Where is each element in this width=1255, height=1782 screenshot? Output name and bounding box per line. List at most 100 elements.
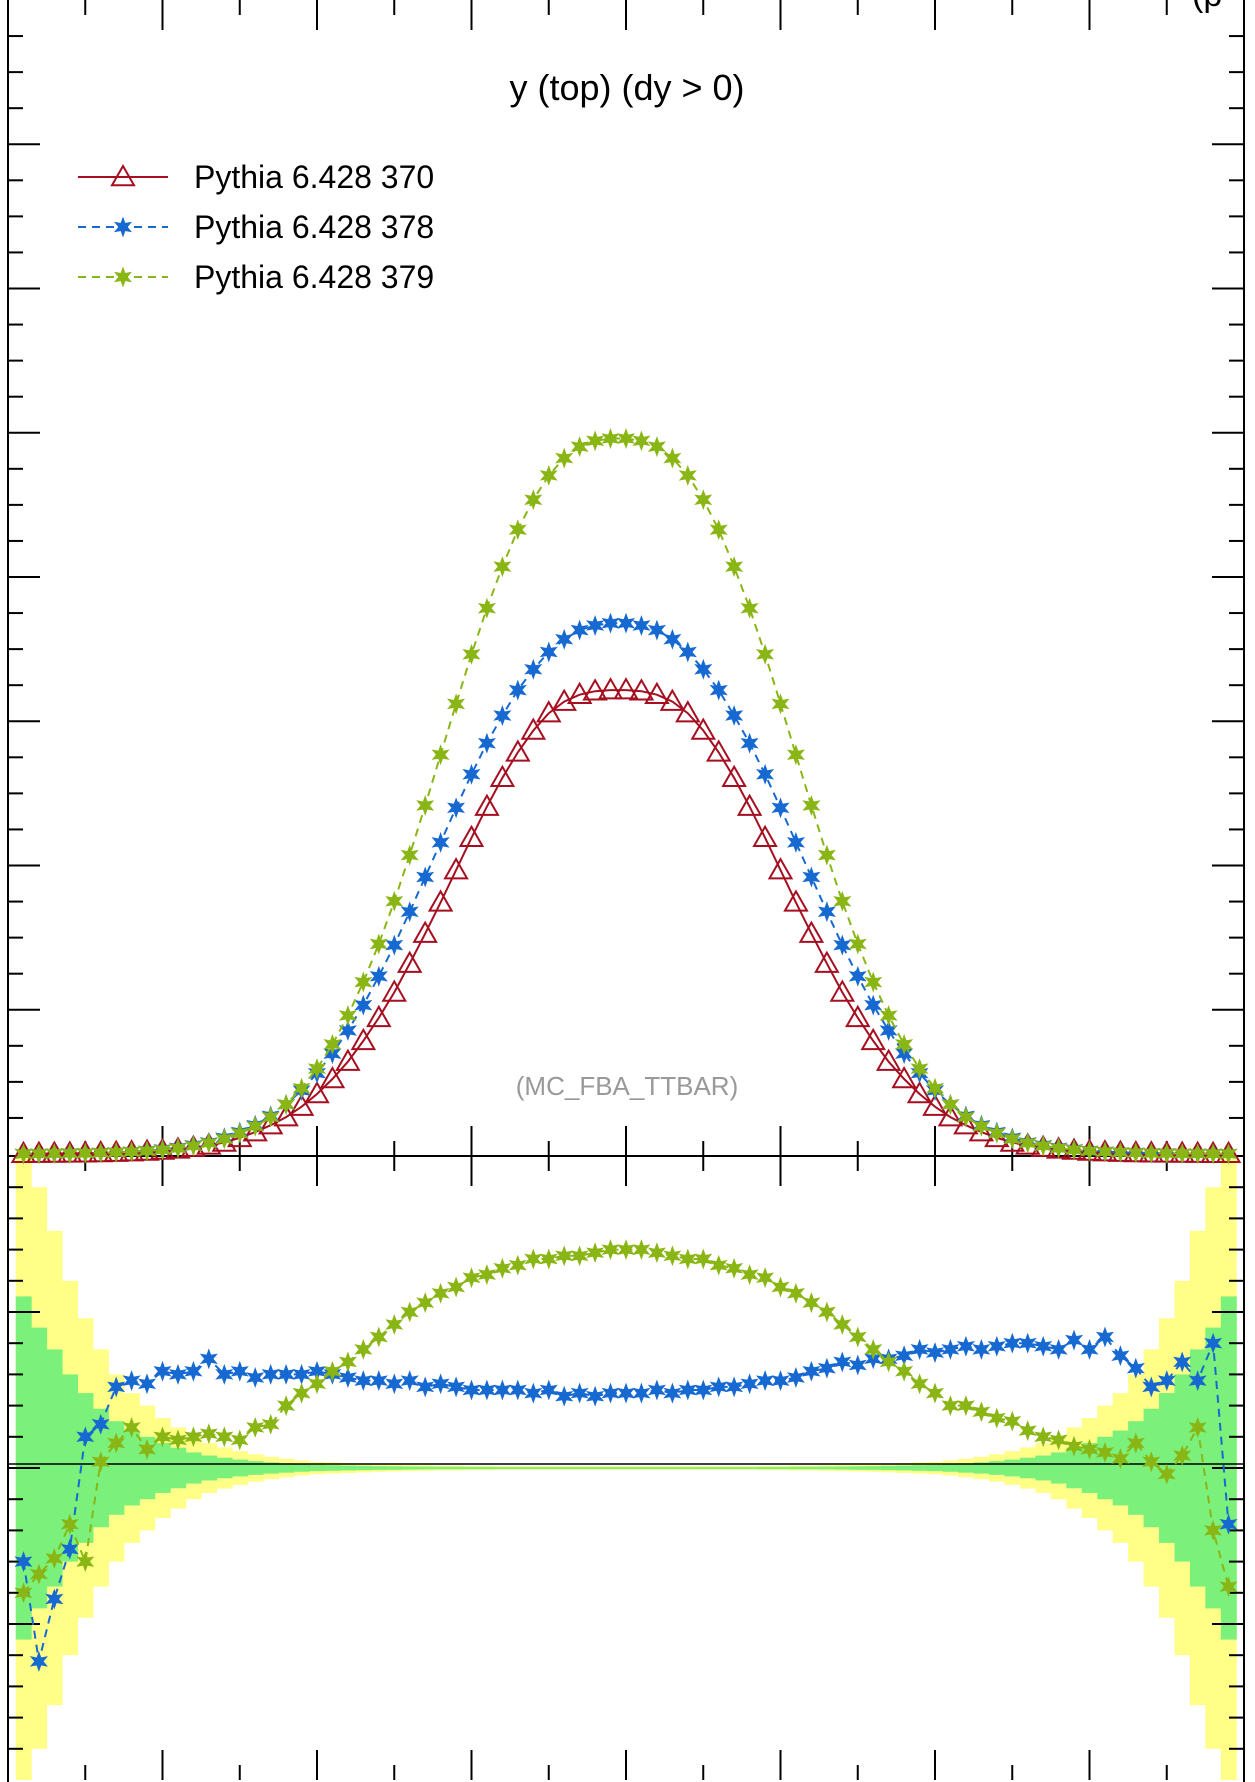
- ratio-data-point: [246, 1416, 265, 1438]
- ratio-data-point: [122, 1416, 141, 1438]
- uncertainty-band-inner: [1035, 1455, 1052, 1481]
- uncertainty-band-inner: [432, 1466, 449, 1470]
- ratio-data-point: [45, 1588, 64, 1610]
- ratio-data-point: [987, 1407, 1006, 1429]
- ratio-data-point: [138, 1373, 157, 1395]
- ratio-data-point: [1142, 1376, 1161, 1398]
- ratio-data-point: [1173, 1351, 1192, 1373]
- analysis-id-label: (MC_FBA_TTBAR): [516, 1071, 738, 1101]
- ratio-data-point: [1188, 1416, 1207, 1438]
- ratio-data-point: [431, 1373, 450, 1395]
- main-data-point: [937, 1104, 964, 1127]
- main-data-point: [477, 732, 496, 754]
- ratio-data-point: [956, 1335, 975, 1357]
- main-data-point: [582, 678, 608, 701]
- main-data-point: [678, 641, 697, 663]
- ratio-data-point: [1188, 1370, 1207, 1392]
- main-data-point: [910, 1058, 929, 1080]
- main-data-point: [1080, 1140, 1099, 1162]
- ratio-data-point: [647, 1379, 666, 1401]
- uncertainty-band-inner: [123, 1430, 140, 1506]
- ratio-data-point: [756, 1370, 775, 1392]
- main-data-point: [678, 464, 697, 486]
- ratio-data-point: [1018, 1420, 1037, 1442]
- main-data-point: [848, 965, 867, 987]
- ratio-data-point: [107, 1376, 126, 1398]
- main-data-point: [400, 901, 419, 923]
- main-data-point: [381, 979, 407, 1002]
- ratio-data-point: [91, 1451, 110, 1473]
- ratio-data-point: [385, 1373, 404, 1395]
- main-data-point: [895, 1033, 914, 1055]
- main-data-point: [632, 615, 651, 636]
- main-data-point: [663, 447, 682, 469]
- uncertainty-band-inner: [695, 1467, 712, 1469]
- ratio-data-point: [725, 1257, 744, 1279]
- legend-swatch-marker: [113, 266, 133, 288]
- ratio-data-point: [740, 1264, 759, 1286]
- main-data-point: [447, 693, 466, 715]
- main-data-point: [138, 1140, 157, 1162]
- main-data-point: [307, 1058, 327, 1080]
- main-data-point: [875, 1048, 902, 1071]
- ratio-data-point: [663, 1382, 682, 1404]
- main-data-point: [798, 920, 825, 943]
- main-data-point: [1049, 1137, 1068, 1159]
- uncertainty-band-inner: [633, 1467, 650, 1469]
- uncertainty-band-inner: [201, 1455, 218, 1481]
- ratio-data-point: [1034, 1426, 1053, 1448]
- ratio-data-point: [400, 1301, 419, 1323]
- uncertainty-band-inner: [401, 1466, 418, 1470]
- ratio-data-point: [199, 1348, 218, 1370]
- ratio-data-point: [138, 1438, 157, 1460]
- ratio-data-point: [215, 1363, 234, 1385]
- main-data-point: [385, 934, 404, 956]
- uncertainty-band-inner: [1174, 1374, 1191, 1562]
- main-data-point: [458, 824, 485, 848]
- header-fragment: (p: [1192, 0, 1222, 14]
- main-data-point: [953, 1112, 979, 1135]
- legend-swatch-marker: [113, 216, 133, 238]
- uncertainty-band-inner: [726, 1467, 743, 1469]
- main-data-point: [400, 844, 419, 866]
- main-data-point: [690, 717, 716, 740]
- uncertainty-band-inner: [958, 1463, 975, 1473]
- legend-label: Pythia 6.428 378: [194, 209, 434, 245]
- main-data-point: [829, 979, 856, 1002]
- uncertainty-band-inner: [1189, 1349, 1206, 1587]
- ratio-data-point: [277, 1395, 296, 1417]
- main-data-point: [845, 1004, 871, 1028]
- axis-ticks: [8, 0, 1244, 1780]
- ratio-data-point: [1173, 1445, 1192, 1466]
- main-data-point: [168, 1137, 187, 1159]
- ratio-data-point: [1111, 1448, 1130, 1470]
- main-data-point: [570, 436, 589, 458]
- ratio-data-point: [539, 1248, 558, 1270]
- main-data-point: [922, 1093, 948, 1116]
- main-data-point: [767, 857, 794, 880]
- ratio-data-point: [678, 1248, 697, 1270]
- ratio-data-point: [91, 1413, 110, 1435]
- ratio-data-point: [462, 1267, 481, 1289]
- ratio-data-point: [1080, 1438, 1099, 1460]
- uncertainty-band-inner: [880, 1465, 897, 1471]
- main-data-point: [477, 597, 496, 619]
- main-data-point: [462, 763, 481, 785]
- main-data-point: [566, 681, 593, 704]
- main-data-point: [817, 901, 836, 923]
- main-data-point: [508, 679, 527, 701]
- main-data-point: [725, 556, 744, 578]
- ratio-data-point: [1018, 1332, 1037, 1354]
- ratio-data-point: [307, 1373, 327, 1395]
- main-data-point: [431, 744, 450, 766]
- ratio-data-point: [416, 1292, 435, 1314]
- uncertainty-band-inner: [494, 1467, 511, 1469]
- main-data-point: [539, 641, 558, 663]
- uncertainty-band-inner: [710, 1467, 727, 1469]
- ratio-data-point: [910, 1373, 929, 1395]
- main-data-point: [396, 950, 423, 973]
- ratio-data-point: [524, 1382, 543, 1404]
- main-data-point: [756, 643, 775, 665]
- uncertainty-band-inner: [463, 1466, 480, 1470]
- uncertainty-band-inner: [1081, 1443, 1098, 1493]
